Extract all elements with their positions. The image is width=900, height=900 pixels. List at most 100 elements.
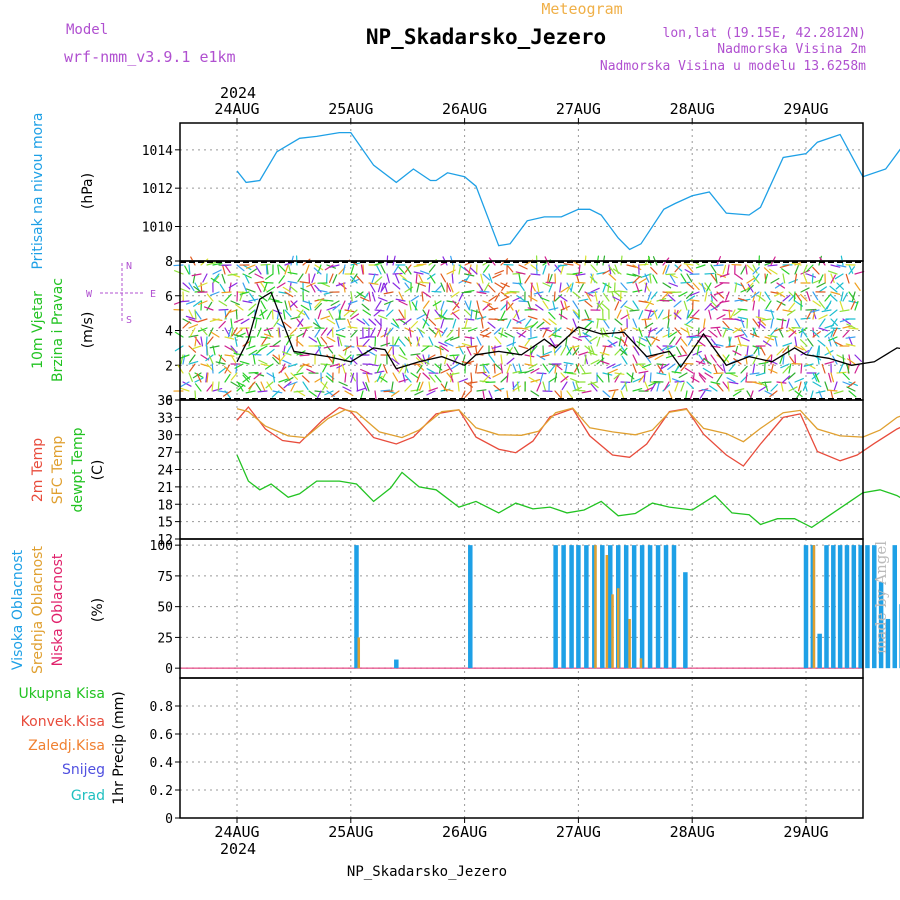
cloud-bar (851, 545, 857, 669)
wind-barb (179, 354, 190, 359)
wind-barb (596, 374, 604, 383)
wind-barb (683, 362, 694, 365)
wind-barb (332, 354, 336, 365)
wind-barb (248, 336, 252, 347)
cloud-bar (594, 545, 597, 669)
wind-barb (528, 363, 538, 370)
wind-barb (632, 264, 642, 271)
wind-barb (476, 389, 487, 392)
wind-barb (686, 327, 691, 338)
wind-barb (560, 264, 565, 275)
wind-barb (371, 291, 376, 302)
wind-barb (498, 332, 508, 338)
wind-barb (839, 300, 844, 311)
wind-barb (686, 273, 693, 283)
top-date-label: 29AUG (783, 100, 828, 118)
wind-barb (235, 304, 244, 311)
wind-barb (770, 354, 773, 365)
wind-barb (301, 375, 310, 383)
cloud-bar (663, 545, 669, 669)
wind-barb (572, 347, 580, 356)
wind-barb (602, 327, 608, 337)
wind-barb (569, 345, 580, 349)
wind-barb (370, 327, 376, 337)
wind-barb (542, 363, 549, 372)
y-tick-label: 24 (157, 464, 173, 479)
wind-barb (709, 330, 718, 338)
wind-barb (488, 390, 494, 400)
wind-barb (722, 363, 726, 374)
wind-barb (654, 354, 664, 360)
wind-barb (524, 338, 531, 347)
wind-barb (464, 336, 475, 339)
wind-barb (530, 345, 538, 354)
wind-barb (737, 297, 748, 302)
wind-barb (723, 354, 730, 364)
wind-barb (290, 372, 299, 380)
wind-barb (409, 327, 412, 338)
wind-barb (182, 321, 191, 329)
wind-barb (815, 390, 826, 394)
wind-barb (217, 381, 220, 392)
wind-barb (515, 271, 526, 275)
wind-barb (386, 327, 394, 336)
wind-barb (188, 360, 199, 365)
wind-barb (730, 309, 736, 319)
wind-barb (323, 299, 334, 302)
wind-barb (752, 318, 759, 327)
wind-barb (224, 293, 232, 302)
wind-barb (788, 279, 798, 284)
wind-barb (719, 300, 730, 304)
wind-barb (392, 354, 399, 364)
y-axis-title: Niska Oblacnost (50, 553, 66, 666)
wind-barb (246, 264, 256, 269)
wind-barb (518, 330, 527, 338)
wind-barb (501, 282, 508, 291)
wind-barbs (173, 255, 865, 401)
wind-barb (426, 368, 436, 374)
wind-barb (512, 363, 518, 373)
wind-barb (749, 372, 760, 375)
wind-barb (684, 323, 694, 329)
wind-barb (300, 304, 310, 311)
wind-barb (282, 286, 292, 293)
wind-barb (393, 264, 400, 274)
wind-barb (780, 381, 784, 392)
wind-barb (644, 322, 654, 329)
wind-barb (329, 363, 340, 368)
cloud-bar (569, 545, 574, 669)
wind-barb (632, 377, 642, 383)
wind-barb (692, 372, 695, 383)
y-tick-label: 18 (157, 498, 173, 513)
wind-barb (193, 300, 202, 307)
wind-barb (224, 336, 235, 340)
wind-barb (260, 263, 271, 266)
wind-barb (282, 309, 286, 320)
wind-barb (834, 341, 844, 347)
wind-barb (539, 372, 544, 383)
wind-barb (284, 334, 295, 338)
year-label-top: 2024 (220, 84, 256, 102)
wind-barb (422, 291, 432, 298)
wind-barb (230, 300, 240, 306)
wind-barb (209, 345, 220, 349)
wind-barb (842, 318, 852, 325)
wind-barb (589, 276, 598, 284)
wind-barb (404, 327, 414, 333)
wind-barb (524, 274, 531, 284)
wind-barb (573, 311, 580, 320)
wind-barb (695, 334, 706, 338)
y-axis-title: Pritisak na nivou mora (30, 112, 46, 269)
wind-barb (383, 327, 388, 338)
wind-barb (620, 347, 628, 356)
wind-barb (320, 336, 328, 345)
wind-barb (774, 282, 784, 289)
wind-barb (838, 363, 844, 373)
wind-barb (617, 290, 628, 293)
wind-barb (829, 309, 838, 317)
wind-barb (494, 282, 504, 289)
wind-barb (854, 300, 859, 311)
wind-barb (662, 332, 672, 338)
wind-barb (251, 353, 262, 356)
wind-barb (330, 300, 340, 306)
